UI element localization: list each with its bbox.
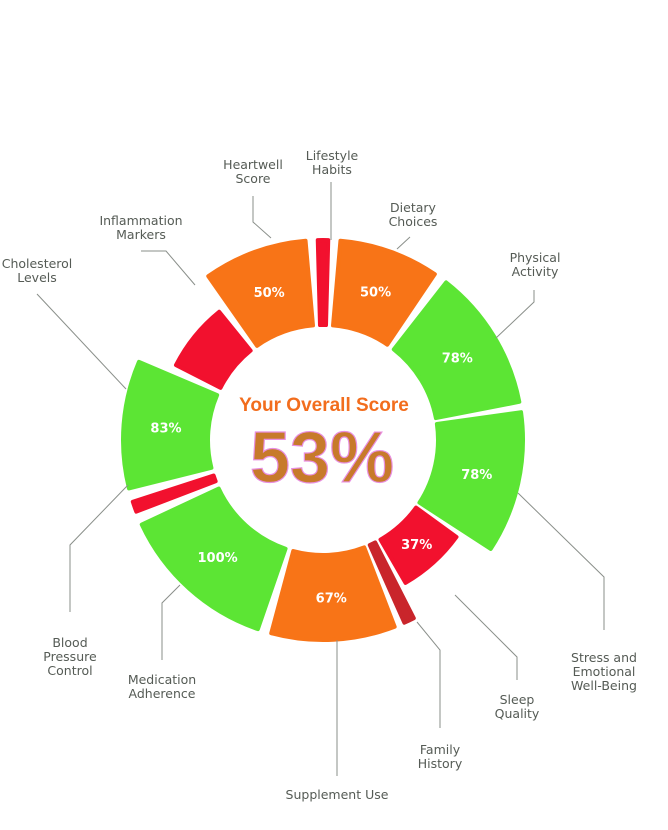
category-label-line: Habits (312, 162, 352, 177)
category-label-line: Pressure (43, 649, 97, 664)
category-label-line: Choices (389, 214, 438, 229)
category-label-line: Blood (52, 635, 87, 650)
category-label-line: Supplement Use (286, 787, 389, 802)
value-label-heartwell-score: 50% (254, 286, 285, 301)
overall-score-value: 53% (250, 418, 394, 498)
donut-segments (121, 238, 525, 642)
leader-line-family-history (416, 621, 441, 728)
category-label-line: Adherence (129, 686, 196, 701)
leader-line-dietary-choices (396, 236, 411, 250)
category-label-supplement-use: Supplement Use (286, 787, 389, 802)
category-label-line: Lifestyle (306, 148, 359, 163)
segment-blood-pressure-control (130, 473, 218, 514)
segment-lifestyle-habits (315, 238, 331, 328)
category-label-line: Well-Being (571, 678, 637, 693)
value-label-physical-activity: 78% (442, 352, 473, 367)
value-label-sleep-quality: 37% (401, 538, 432, 553)
segment-dietary-choices (331, 238, 437, 347)
value-label-cholesterol-levels: 83% (150, 422, 181, 437)
leader-line-inflammation-markers (141, 250, 196, 286)
category-label-line: History (418, 756, 463, 771)
leader-line-physical-activity (495, 290, 535, 339)
category-label-lifestyle-habits: Lifestyle Habits (306, 148, 359, 177)
segment-family-history (367, 540, 416, 625)
category-label-stress-and-emotional-well-being: Stress and Emotional Well-Being (571, 650, 637, 693)
leader-line-heartwell-score (252, 196, 272, 239)
category-label-line: Heartwell (223, 157, 283, 172)
leader-line-sleep-quality (454, 594, 518, 680)
category-label-blood-pressure-control: Blood Pressure Control (43, 635, 97, 678)
segment-supplement-use (269, 545, 397, 642)
category-label-line: Activity (512, 264, 559, 279)
value-label-medication-adherence: 100% (198, 551, 238, 566)
category-label-sleep-quality: Sleep Quality (495, 692, 540, 721)
category-label-line: Cholesterol (2, 256, 73, 271)
category-label-line: Stress and (571, 650, 637, 665)
category-label-line: Dietary (390, 200, 436, 215)
segment-heartwell-score (206, 238, 315, 348)
segment-inflammation-markers (173, 309, 253, 390)
category-label-line: Physical (510, 250, 561, 265)
category-label-dietary-choices: Dietary Choices (389, 200, 438, 229)
category-label-inflammation-markers: Inflammation Markers (99, 213, 182, 242)
category-label-line: Sleep (500, 692, 535, 707)
value-label-dietary-choices: 50% (360, 286, 391, 301)
value-label-stress-and-emotional-well-being: 78% (461, 468, 492, 483)
category-label-physical-activity: Physical Activity (510, 250, 561, 279)
category-label-medication-adherence: Medication Adherence (128, 672, 196, 701)
value-label-supplement-use: 67% (316, 591, 347, 606)
category-label-line: Control (47, 663, 92, 678)
category-label-line: Levels (17, 270, 57, 285)
category-label-line: Medication (128, 672, 196, 687)
leader-line-blood-pressure-control (69, 484, 129, 612)
category-label-line: Family (420, 742, 461, 757)
category-label-family-history: Family History (418, 742, 463, 771)
leader-line-cholesterol-levels (36, 293, 127, 390)
category-label-line: Emotional (573, 664, 636, 679)
leader-line-stress-and-emotional-well-being (517, 492, 605, 630)
category-label-line: Score (235, 171, 270, 186)
category-labels: Lifestyle Habits 50% Dietary Choices 78% Physi… (2, 148, 637, 802)
segment-medication-adherence (139, 486, 288, 632)
segment-cholesterol-levels (121, 359, 220, 491)
leader-lines (36, 182, 605, 776)
category-label-line: Quality (495, 706, 540, 721)
category-label-line: Markers (116, 227, 166, 242)
category-label-line: Inflammation (99, 213, 182, 228)
leader-line-medication-adherence (161, 584, 181, 660)
segment-sleep-quality (378, 505, 459, 585)
category-label-heartwell-score: Heartwell Score (223, 157, 283, 186)
segment-physical-activity (391, 280, 522, 421)
overall-score-title: Your Overall Score (239, 395, 409, 416)
category-label-cholesterol-levels: Cholesterol Levels (2, 256, 73, 285)
segment-stress-and-emotional-well-being (417, 410, 525, 551)
